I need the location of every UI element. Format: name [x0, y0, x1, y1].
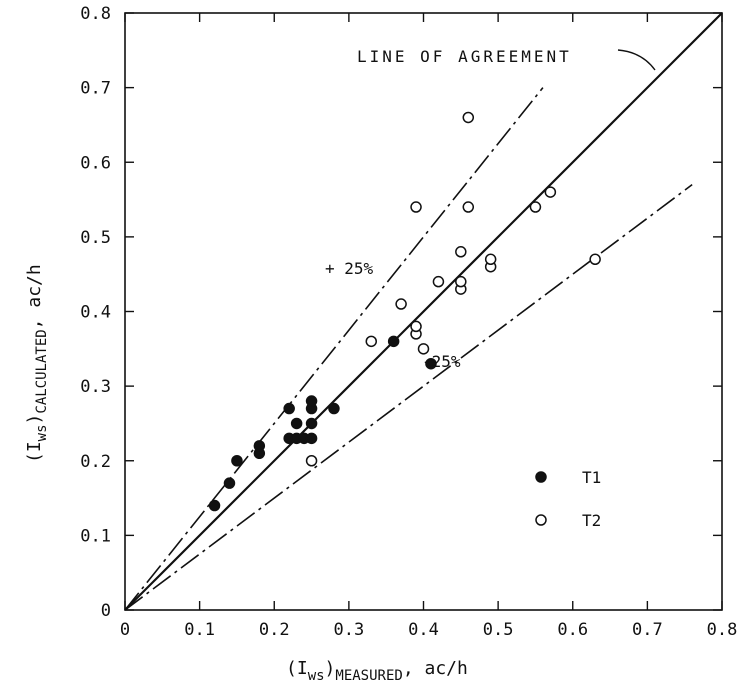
y-axis-title-group: (Iws)CALCULATED, ac/h	[24, 264, 50, 463]
x-tick-label: 0.7	[632, 620, 663, 640]
point-t2	[462, 111, 475, 124]
point-t2	[544, 186, 557, 198]
y-tick-label: 0.2	[80, 452, 111, 472]
point-t2	[305, 455, 318, 467]
x-tick-label: 0.4	[408, 620, 439, 640]
y-axis-title: (Iws)CALCULATED, ac/h	[24, 264, 50, 463]
point-t1	[387, 335, 400, 348]
y-tick-label: 0.5	[80, 228, 111, 248]
point-t2	[455, 275, 467, 288]
x-tick-label: 0.3	[334, 620, 365, 640]
x-tick-label: 0	[120, 620, 130, 640]
legend-t2-label: T2	[582, 511, 601, 530]
legend-t2-marker	[535, 514, 547, 526]
point-t2	[432, 275, 445, 288]
point-t1	[223, 477, 236, 489]
legend-t1-label: T1	[582, 468, 601, 487]
dash-dot-bound-line	[124, 87, 544, 611]
point-t1	[305, 432, 318, 445]
point-t1	[425, 357, 437, 370]
point-t1	[253, 440, 266, 452]
y-tick-label: 0.3	[80, 377, 111, 397]
point-t2	[529, 201, 542, 213]
data-points-group	[208, 111, 601, 512]
legend-t1-marker	[535, 471, 547, 483]
x-tick-label: 0.2	[259, 620, 290, 640]
x-tick-label: 0.1	[184, 620, 215, 640]
x-axis-title: (Iws)MEASURED, ac/h	[286, 658, 468, 684]
point-t2	[462, 201, 475, 213]
line-of-agreement-leader	[617, 49, 656, 71]
dash-dot-bound-line	[124, 183, 693, 611]
point-t2	[395, 298, 407, 310]
point-t2	[410, 201, 422, 213]
y-tick-label: 0.6	[80, 153, 111, 173]
point-t1	[305, 417, 318, 430]
point-t1	[208, 499, 221, 512]
y-tick-label: 0.8	[80, 4, 111, 24]
point-t1	[283, 402, 295, 415]
y-tick-label: 0	[101, 601, 111, 621]
point-t2	[455, 246, 467, 258]
y-tick-label: 0.4	[80, 303, 111, 323]
plus-25-percent-label: + 25%	[325, 259, 374, 278]
axis-ticks-group: 0 0.1 0.2 0.3 0.4 0.5 0.6 0.7 0.8 0 0.1 0.2 0.3 0.4 0.…	[80, 4, 737, 640]
point-t2	[410, 320, 422, 333]
legend: T1 T2	[535, 468, 601, 530]
y-tick-label: 0.1	[80, 526, 111, 546]
line-of-agreement	[124, 12, 723, 611]
y-tick-label: 0.7	[80, 79, 111, 99]
x-tick-label: 0.8	[707, 620, 738, 640]
point-t1	[328, 402, 340, 415]
point-t1	[290, 417, 303, 430]
reference-lines-group	[124, 12, 723, 611]
x-tick-label: 0.6	[557, 620, 588, 640]
x-tick-label: 0.5	[483, 620, 514, 640]
point-t2	[589, 253, 601, 266]
point-t1	[305, 395, 318, 407]
point-t1	[231, 455, 243, 467]
line-of-agreement-label: LINE OF AGREEMENT	[357, 47, 572, 66]
point-t2	[365, 335, 378, 348]
point-t2	[484, 253, 497, 266]
minus-25-percent-label: -25%	[422, 352, 461, 371]
point-t2	[417, 343, 430, 355]
